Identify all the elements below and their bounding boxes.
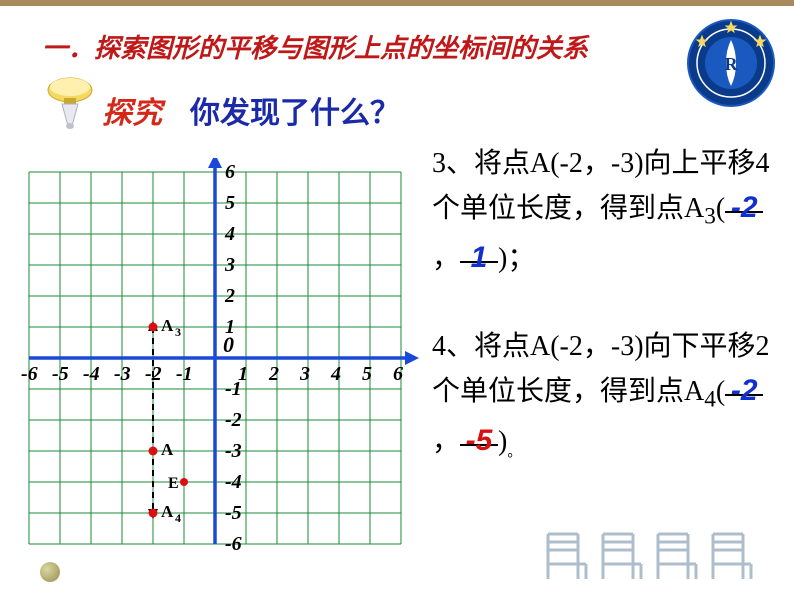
svg-text:4: 4 xyxy=(175,511,181,525)
problem-3: 3、将点A(-2，-3)向上平移4个单位长度，得到点A3(-2，1)； xyxy=(432,142,782,281)
section-heading: 一．探索图形的平移与图形上点的坐标间的关系 xyxy=(42,28,588,65)
answer-3-x: -2 xyxy=(731,191,758,224)
bullet-deco-icon xyxy=(40,562,60,582)
chairs-deco-icon xyxy=(538,524,778,584)
answer-3-y: 1 xyxy=(471,241,488,274)
svg-text:5: 5 xyxy=(225,192,235,214)
coordinate-grid: 0-6-5-4-3-2-1123456-6-5-4-3-2-1123456AA3… xyxy=(10,158,420,578)
svg-text:6: 6 xyxy=(225,161,235,183)
svg-text:3: 3 xyxy=(175,325,181,339)
svg-text:-3: -3 xyxy=(225,440,242,462)
svg-text:4: 4 xyxy=(224,223,235,245)
svg-text:-6: -6 xyxy=(225,533,242,555)
svg-text:-4: -4 xyxy=(83,363,100,385)
svg-text:-6: -6 xyxy=(21,363,38,385)
svg-text:2: 2 xyxy=(224,285,235,307)
answer-4-x: -2 xyxy=(731,374,758,407)
svg-text:3: 3 xyxy=(224,254,235,276)
svg-text:-5: -5 xyxy=(52,363,69,385)
svg-text:-4: -4 xyxy=(225,471,242,493)
svg-text:6: 6 xyxy=(393,363,403,385)
svg-text:A: A xyxy=(161,502,174,521)
svg-text:-2: -2 xyxy=(225,409,242,431)
svg-text:E: E xyxy=(168,475,179,492)
question-text: 你发现了什么？ xyxy=(190,88,400,132)
svg-text:5: 5 xyxy=(362,363,372,385)
school-emblem-icon: R xyxy=(686,18,776,108)
svg-text:1: 1 xyxy=(225,316,235,338)
problem-4: 4、将点A(-2，-3)向下平移2个单位长度，得到点A4(-2，-5)。 xyxy=(432,325,782,464)
svg-text:-3: -3 xyxy=(114,363,131,385)
svg-text:4: 4 xyxy=(330,363,341,385)
svg-text:-1: -1 xyxy=(225,378,242,400)
svg-text:3: 3 xyxy=(299,363,310,385)
svg-text:A: A xyxy=(161,316,174,335)
problem-4-text: 4、将点A(-2，-3)向下平移2个单位长度，得到点A4(-2，-5)。 xyxy=(432,331,770,457)
svg-text:A: A xyxy=(161,440,174,459)
svg-text:2: 2 xyxy=(268,363,279,385)
svg-text:-1: -1 xyxy=(176,363,193,385)
explore-label: 探究 xyxy=(102,88,162,132)
top-border xyxy=(0,0,794,6)
problems-text: 3、将点A(-2，-3)向上平移4个单位长度，得到点A3(-2，1)； 4、将点… xyxy=(432,142,782,464)
problem-3-text: 3、将点A(-2，-3)向上平移4个单位长度，得到点A3(-2，1)； xyxy=(432,148,770,274)
answer-4-y: -5 xyxy=(466,424,493,457)
svg-text:-5: -5 xyxy=(225,502,242,524)
svg-text:R: R xyxy=(725,54,739,74)
bell-icon xyxy=(40,74,100,130)
